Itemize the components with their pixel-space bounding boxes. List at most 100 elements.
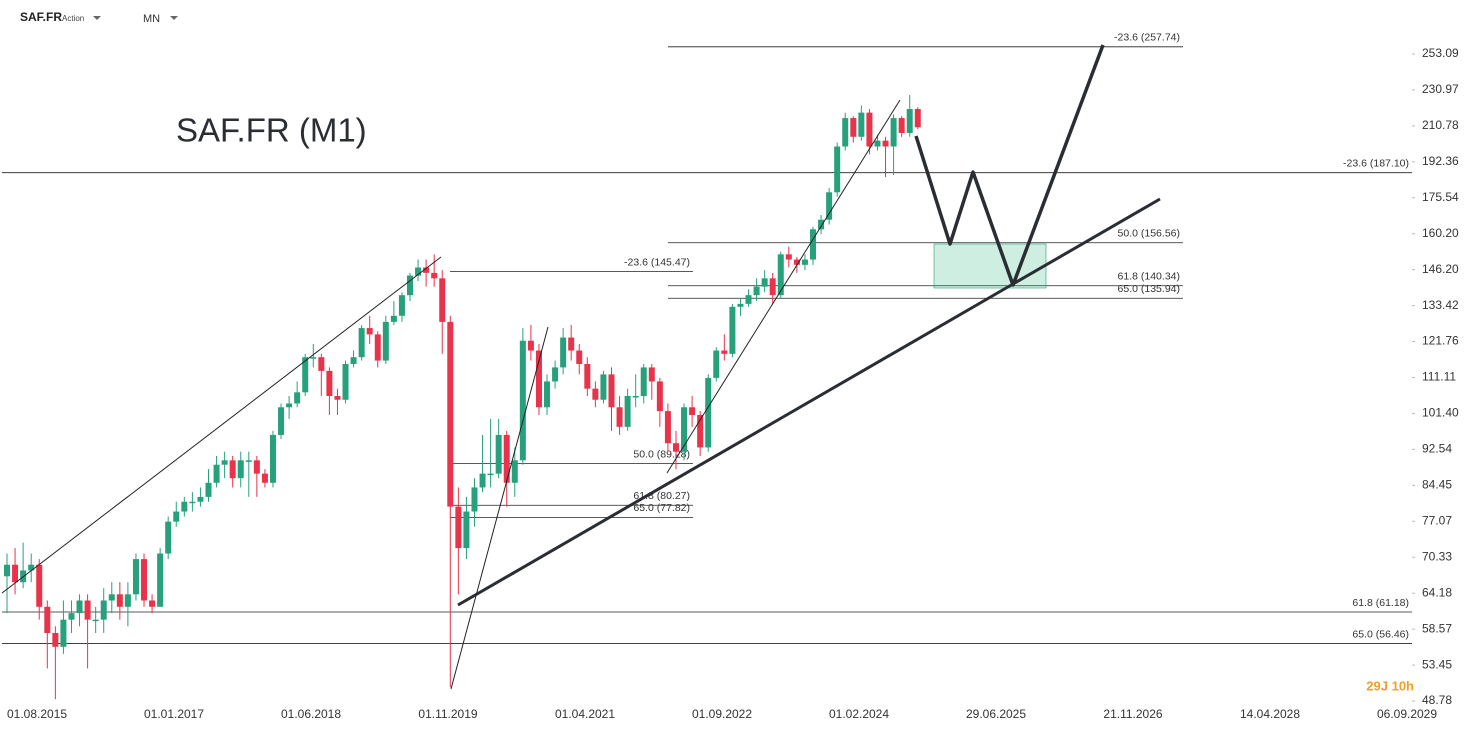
candle-body — [415, 267, 422, 276]
y-tick-label: 175.54 — [1422, 190, 1459, 204]
candle-body — [149, 600, 156, 607]
candle-body — [882, 140, 889, 147]
fib-layer: -23.6 (257.74) -23.6 (187.10) -23.6 (145.4… — [2, 32, 1412, 644]
fib-label: 65.0 (77.82) — [633, 502, 690, 514]
candle-body — [616, 407, 623, 427]
candle-body — [407, 275, 413, 296]
candle-body — [624, 396, 631, 427]
candle-body — [221, 460, 228, 465]
trend-line — [666, 99, 901, 474]
candle-body — [826, 192, 833, 220]
trend-line — [450, 326, 549, 690]
dropdown-arrow[interactable] — [93, 16, 101, 20]
target-zone — [933, 243, 1047, 289]
candle-body — [656, 381, 663, 412]
x-tick-label: 21.11.2026 — [1103, 707, 1162, 721]
candle-body — [874, 140, 881, 147]
candle-body — [294, 392, 301, 404]
axes: 253.09 230.97 210.78 192.36 175.54 160.20 146.… — [7, 46, 1459, 721]
candle-body — [455, 506, 462, 549]
candle-body — [608, 374, 615, 408]
candle-body — [592, 388, 599, 400]
candle-body — [463, 511, 470, 549]
candle-body — [213, 464, 220, 483]
candle-body — [745, 295, 752, 304]
x-tick-label: 01.02.2024 — [829, 707, 889, 721]
candle-body — [374, 334, 381, 361]
candle-body — [689, 407, 696, 415]
candle-body — [479, 473, 486, 488]
candle-body — [398, 295, 405, 316]
countdown: 29J 10h — [1366, 678, 1414, 693]
candle-body — [898, 118, 905, 133]
candle-body — [237, 460, 244, 479]
candle-body — [302, 357, 309, 393]
candle-body — [310, 357, 317, 359]
fib-label: 65.0 (135.94) — [1118, 283, 1180, 295]
y-tick-label: 84.45 — [1422, 478, 1452, 492]
candle-body — [632, 396, 639, 398]
candle-body — [705, 377, 712, 448]
candle-body — [358, 328, 365, 358]
candle-body — [681, 407, 688, 452]
trend-line — [1, 256, 442, 594]
candle-body — [640, 367, 647, 397]
candle-body — [769, 278, 776, 296]
candle-body — [141, 559, 148, 601]
candle-body — [132, 559, 139, 595]
candle-body — [108, 594, 115, 601]
y-tick-label: 192.36 — [1422, 154, 1459, 168]
candle-body — [503, 434, 510, 483]
candle-body — [173, 511, 180, 522]
x-tick-label: 01.08.2015 — [7, 707, 67, 721]
candle-body — [76, 600, 83, 614]
y-tick-label: 160.20 — [1422, 226, 1459, 240]
candle-body — [197, 496, 204, 502]
y-tick-label: 111.11 — [1422, 370, 1456, 384]
candles — [4, 94, 921, 700]
support-line — [457, 197, 1161, 607]
asset-type: Action — [62, 14, 84, 23]
candle-body — [245, 460, 252, 462]
candle-body — [672, 443, 679, 452]
y-tick-label: 121.76 — [1422, 334, 1459, 348]
period[interactable]: MN — [143, 13, 160, 25]
candle-body — [568, 337, 575, 351]
candle-body — [447, 321, 454, 507]
candle-body — [269, 434, 276, 483]
candle-body — [697, 414, 704, 448]
symbol[interactable]: SAF.FR — [20, 10, 62, 24]
candle-body — [382, 321, 389, 361]
candle-body — [511, 460, 518, 483]
candle-body — [527, 340, 534, 351]
candle-body — [116, 594, 123, 607]
candle-body — [535, 350, 542, 408]
candle-body — [92, 619, 99, 622]
drawings — [1, 44, 1161, 690]
dropdown-arrow[interactable] — [170, 16, 178, 20]
fib-label: -23.6 (145.47) — [624, 256, 690, 268]
candle-body — [842, 118, 849, 147]
candle-body — [737, 303, 744, 307]
fib-label: -23.6 (187.10) — [1343, 157, 1409, 169]
fib-label: 65.0 (56.46) — [1352, 628, 1409, 640]
candle-body — [36, 564, 43, 607]
candle-body — [205, 482, 212, 497]
x-tick-label: 01.11.2019 — [418, 707, 477, 721]
y-tick-label: 101.40 — [1422, 406, 1459, 420]
candle-body — [777, 254, 784, 296]
candle-body — [189, 501, 196, 504]
x-tick-label: 01.06.2018 — [281, 707, 341, 721]
y-tick-label: 230.97 — [1422, 82, 1459, 96]
candle-body — [431, 272, 438, 279]
candle-body — [423, 267, 430, 273]
candle-body — [664, 411, 671, 444]
candle-body — [52, 632, 59, 647]
candle-body — [761, 278, 768, 287]
fib-label: -23.6 (257.74) — [1114, 32, 1180, 44]
candle-body — [801, 259, 808, 265]
x-tick-label: 14.04.2028 — [1240, 707, 1300, 721]
candle-body — [342, 363, 349, 400]
candle-body — [12, 564, 19, 583]
